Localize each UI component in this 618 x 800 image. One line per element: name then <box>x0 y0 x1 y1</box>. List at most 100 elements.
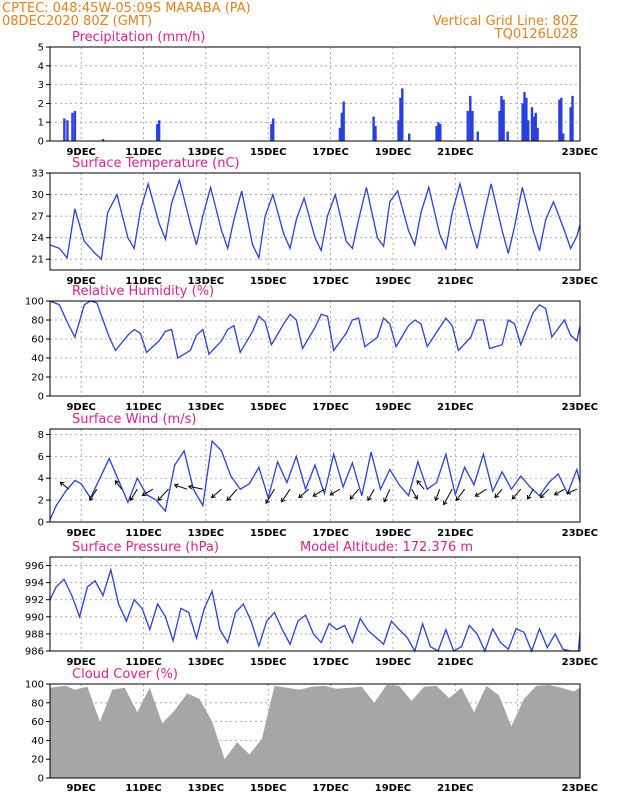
wind-vector-16 <box>367 488 375 502</box>
precip-bar-36 <box>536 127 539 141</box>
wind-series-line <box>49 439 581 521</box>
wind-vector-5 <box>157 488 169 502</box>
wind-vector-3 <box>129 488 138 502</box>
wind-xtick-6: 21DEC <box>437 528 473 539</box>
header-grid-note: Vertical Grid Line: 80Z <box>433 14 578 29</box>
wind-vector-1 <box>89 488 98 502</box>
temp-xtick-0: 9DEC <box>66 276 95 287</box>
header-station: CPTEC: 048:45W-05:09S MARABA (PA) <box>2 1 251 16</box>
wind-vector-6 <box>173 483 188 490</box>
wind-xtick-5: 19DEC <box>375 528 411 539</box>
cloud-xtick-5: 19DEC <box>375 783 411 794</box>
rh-ytick-3: 60 <box>31 335 44 346</box>
wind-vector-29 <box>566 488 578 495</box>
wind-ytick-3: 6 <box>38 452 44 463</box>
wind-vector-4 <box>141 488 154 497</box>
cloud-xtick-7: 23DEC <box>562 783 598 794</box>
precip-xtick-0: 9DEC <box>66 147 95 158</box>
temp-xtick-7: 23DEC <box>562 276 598 287</box>
pressure-xtick-1: 11DEC <box>125 657 161 668</box>
pressure-panel: 986 988 990 992 994 996 9DEC 11DEC 13DEC 15DEC 17D… <box>25 540 598 668</box>
precip-bar-15 <box>399 97 402 141</box>
precip-bar-14 <box>397 120 400 141</box>
precip-bar-24 <box>476 131 479 141</box>
precip-bar-2 <box>71 112 74 141</box>
precip-bar-7 <box>270 124 273 141</box>
precip-xtick-1: 11DEC <box>125 147 161 158</box>
wind-vector-17 <box>383 488 391 503</box>
pressure-xtick-2: 13DEC <box>188 657 224 668</box>
precip-xtick-4: 17DEC <box>312 147 348 158</box>
wind-vector-22 <box>455 488 466 502</box>
wind-vector-12 <box>298 488 310 499</box>
pressure-ytick-1: 988 <box>25 629 44 640</box>
pressure-xtick-3: 15DEC <box>250 657 286 668</box>
wind-xtick-2: 13DEC <box>188 528 224 539</box>
temp-xtick-3: 15DEC <box>250 276 286 287</box>
pressure-xtick-7: 23DEC <box>562 657 598 668</box>
cloud-area <box>50 684 580 778</box>
rh-xtick-4: 17DEC <box>312 402 348 413</box>
wind-vector-23 <box>474 488 487 497</box>
precip-ytick-5: 5 <box>38 43 44 54</box>
temp-ytick-0: 21 <box>31 255 44 266</box>
temp-xtick-1: 11DEC <box>125 276 161 287</box>
pressure-xtick-0: 9DEC <box>66 657 95 668</box>
precip-xtick-6: 21DEC <box>437 147 473 158</box>
precip-ytick-2: 2 <box>38 99 44 110</box>
precip-bar-10 <box>340 112 344 141</box>
rh-ytick-5: 100 <box>25 297 44 308</box>
cloud-title: Cloud Cover (%) <box>72 667 178 682</box>
precip-ytick-1: 1 <box>38 118 44 129</box>
cloud-xtick-6: 21DEC <box>437 783 473 794</box>
wind-vector-0 <box>59 481 70 490</box>
pressure-annotation: Model Altitude: 172.376 m <box>300 540 473 555</box>
wind-vector-15 <box>349 488 360 500</box>
temp-xtick-6: 21DEC <box>437 276 473 287</box>
precip-frame <box>49 46 581 142</box>
cloud-ytick-1: 20 <box>31 755 44 766</box>
wind-ytick-1: 2 <box>38 496 44 507</box>
pressure-xtick-5: 19DEC <box>375 657 411 668</box>
pressure-ytick-2: 990 <box>25 612 44 623</box>
rh-xtick-7: 23DEC <box>562 402 598 413</box>
precip-bar-18 <box>435 125 438 141</box>
temp-xtick-5: 19DEC <box>375 276 411 287</box>
cloud-ytick-5: 100 <box>25 680 44 691</box>
wind-title: Surface Wind (m/s) <box>72 412 196 427</box>
precip-bar-23 <box>471 110 474 141</box>
pressure-ytick-4: 994 <box>25 578 44 589</box>
precip-bar-9 <box>338 127 342 141</box>
wind-vector-19 <box>416 480 425 490</box>
wind-xtick-3: 15DEC <box>250 528 286 539</box>
precip-bar-6 <box>157 120 161 141</box>
precip-bar-8 <box>272 118 275 141</box>
precip-bar-27 <box>502 99 505 141</box>
wind-xtick-7: 23DEC <box>562 528 598 539</box>
wind-vector-27 <box>539 488 550 499</box>
pressure-title: Surface Pressure (hPa) <box>72 540 219 555</box>
precip-bar-30 <box>523 92 526 141</box>
wind-vector-9 <box>226 488 238 502</box>
precip-bar-32 <box>527 120 530 141</box>
wind-vector-8 <box>210 488 222 499</box>
pressure-frame <box>49 556 581 652</box>
wind-panel: 0 2 4 6 8 9DEC 11DEC 13DEC 15DEC 17DEC 19DEC 21DEC 2… <box>38 412 598 539</box>
precip-xtick-5: 19DEC <box>375 147 411 158</box>
wind-vector-14 <box>329 488 341 496</box>
wind-vector-11 <box>281 488 291 503</box>
cloud-ytick-2: 40 <box>31 736 44 747</box>
rh-ytick-1: 20 <box>31 373 44 384</box>
wind-ytick-2: 4 <box>38 474 44 485</box>
rh-xtick-5: 19DEC <box>375 402 411 413</box>
precip-panel: 0 1 2 3 4 5 9DEC 11DEC 13DEC 15DEC 17DEC 19DEC 21DEC… <box>38 30 598 158</box>
cloud-frame <box>49 683 581 779</box>
precip-bar-40 <box>569 107 572 141</box>
rh-xtick-3: 15DEC <box>250 402 286 413</box>
precip-bar-4 <box>101 139 105 141</box>
precip-bar-37 <box>558 99 561 141</box>
rh-ytick-2: 40 <box>31 354 44 365</box>
precip-bar-5 <box>156 124 159 141</box>
rh-panel: 0 20 40 60 80 100 9DEC 11DEC 13DEC 15DEC 17DEC 19DE… <box>25 284 598 413</box>
